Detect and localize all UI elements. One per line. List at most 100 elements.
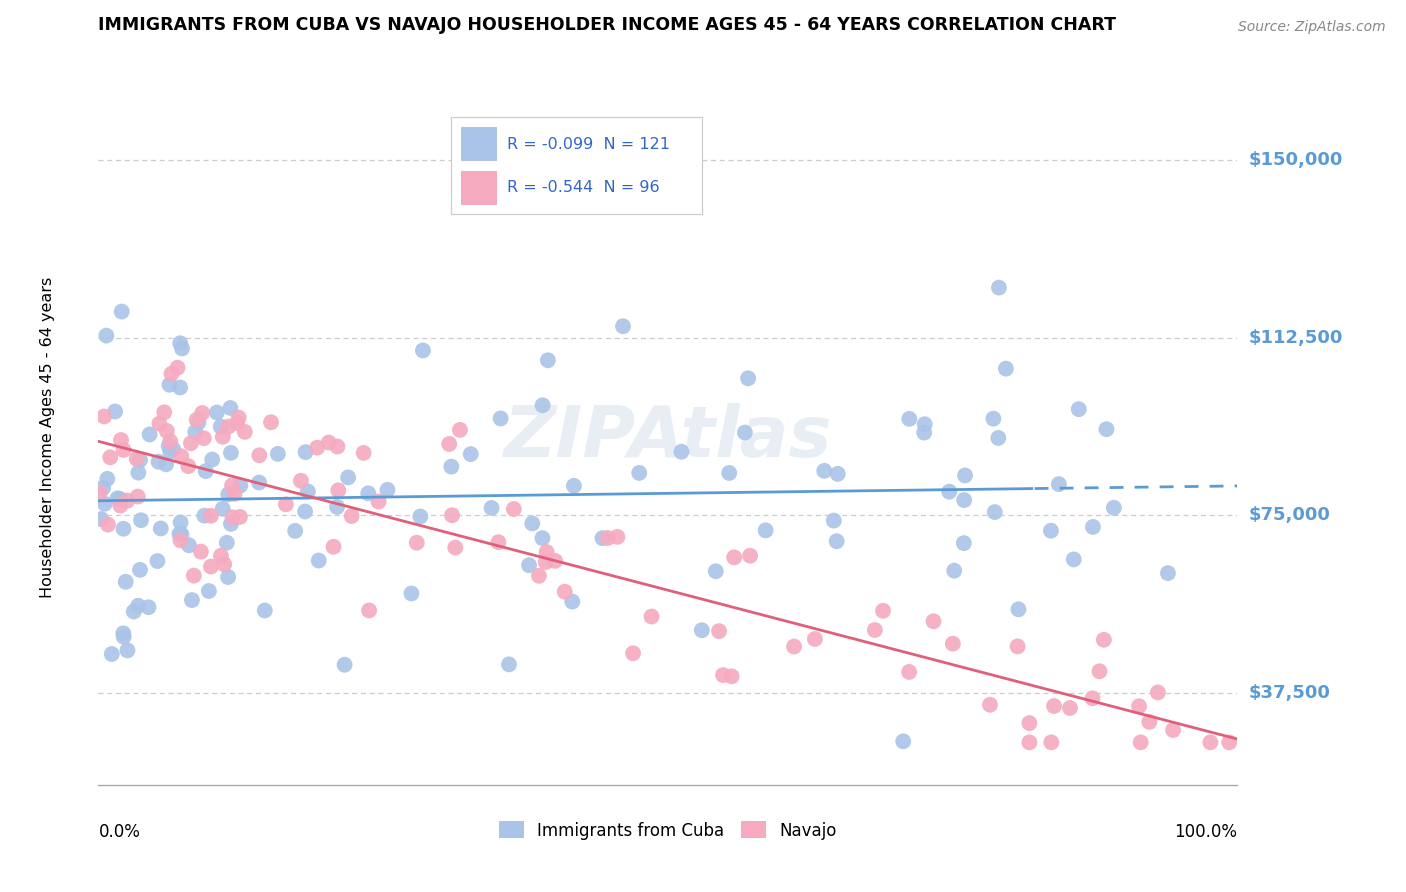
- Point: [863, 623, 886, 637]
- Point: [181, 593, 204, 607]
- Point: [127, 466, 149, 480]
- Point: [1147, 685, 1170, 699]
- Point: [108, 492, 131, 507]
- Point: [90, 512, 112, 526]
- Point: [217, 487, 239, 501]
- Point: [94, 497, 117, 511]
- Point: [180, 436, 202, 450]
- Point: [219, 401, 242, 415]
- Point: [1063, 552, 1085, 566]
- Point: [718, 466, 741, 480]
- Point: [409, 509, 432, 524]
- Point: [96, 472, 118, 486]
- Point: [704, 564, 727, 578]
- Point: [148, 417, 170, 431]
- Point: [267, 447, 290, 461]
- Point: [148, 455, 170, 469]
- Point: [162, 442, 184, 456]
- Point: [153, 405, 176, 419]
- Point: [606, 530, 628, 544]
- Point: [117, 643, 139, 657]
- Point: [91, 481, 114, 495]
- Point: [169, 380, 191, 394]
- Point: [460, 447, 482, 461]
- Point: [953, 468, 976, 483]
- Point: [193, 431, 215, 445]
- Point: [138, 600, 160, 615]
- Point: [1007, 602, 1029, 616]
- Point: [1199, 735, 1222, 749]
- Point: [198, 584, 221, 599]
- Point: [561, 594, 583, 608]
- Point: [449, 423, 471, 437]
- Point: [984, 505, 1007, 519]
- Point: [170, 527, 193, 541]
- Point: [489, 411, 512, 425]
- Point: [943, 564, 966, 578]
- Point: [169, 516, 191, 530]
- Point: [412, 343, 434, 358]
- Point: [217, 419, 239, 434]
- Point: [260, 415, 283, 429]
- Point: [359, 603, 381, 617]
- Point: [122, 605, 145, 619]
- Point: [169, 336, 191, 351]
- Point: [149, 521, 172, 535]
- Point: [898, 412, 921, 426]
- Point: [326, 440, 349, 454]
- Point: [536, 545, 558, 559]
- Point: [112, 626, 135, 640]
- Point: [1218, 735, 1240, 749]
- Point: [1040, 735, 1063, 749]
- Point: [209, 549, 232, 563]
- Point: [441, 508, 464, 523]
- Point: [217, 570, 239, 584]
- Point: [96, 328, 118, 343]
- Point: [405, 535, 427, 549]
- Point: [621, 646, 644, 660]
- Point: [156, 424, 179, 438]
- Point: [157, 439, 180, 453]
- Point: [1128, 699, 1150, 714]
- Point: [401, 586, 423, 600]
- Point: [125, 451, 148, 466]
- Point: [112, 630, 135, 644]
- Point: [534, 555, 557, 569]
- Point: [740, 549, 762, 563]
- Point: [1161, 723, 1184, 737]
- Point: [224, 487, 246, 501]
- Text: Source: ZipAtlas.com: Source: ZipAtlas.com: [1237, 20, 1385, 34]
- Point: [1059, 701, 1081, 715]
- Point: [138, 427, 160, 442]
- Point: [1081, 520, 1104, 534]
- Point: [191, 406, 214, 420]
- Point: [129, 513, 152, 527]
- Point: [891, 734, 914, 748]
- Point: [219, 446, 242, 460]
- Point: [486, 535, 509, 549]
- Point: [562, 479, 585, 493]
- Point: [544, 554, 567, 568]
- Point: [159, 377, 181, 392]
- Point: [357, 486, 380, 500]
- Point: [253, 603, 276, 617]
- Point: [953, 493, 976, 508]
- Point: [107, 491, 129, 506]
- Point: [1137, 714, 1160, 729]
- Point: [184, 425, 207, 439]
- Point: [170, 449, 193, 463]
- Point: [737, 371, 759, 385]
- Point: [912, 425, 935, 440]
- Point: [212, 558, 235, 572]
- Point: [112, 522, 135, 536]
- Text: 100.0%: 100.0%: [1174, 823, 1237, 841]
- Point: [247, 475, 270, 490]
- Point: [307, 441, 329, 455]
- Point: [1157, 566, 1180, 580]
- Point: [155, 458, 177, 472]
- Point: [211, 501, 233, 516]
- Point: [377, 483, 399, 497]
- Point: [720, 669, 742, 683]
- Text: Householder Income Ages 45 - 64 years: Householder Income Ages 45 - 64 years: [39, 277, 55, 598]
- Point: [531, 531, 554, 545]
